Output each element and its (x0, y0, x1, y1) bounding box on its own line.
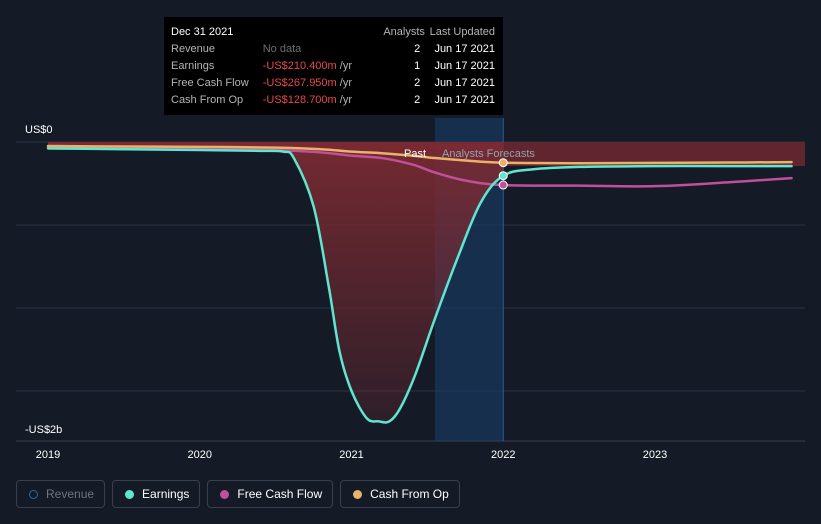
chart-legend: Revenue Earnings Free Cash Flow Cash Fro… (16, 480, 460, 508)
x-tick-label: 2019 (36, 449, 60, 461)
series-line-earnings (46, 147, 793, 424)
marker-earnings (498, 171, 508, 181)
marker-free-cash-flow (498, 180, 508, 190)
tooltip-panel: Dec 31 2021 Analysts Last Updated Revenu… (164, 17, 503, 115)
tooltip-row-label: Earnings (171, 59, 215, 72)
y-label-top: US$0 (25, 124, 53, 136)
legend-label: Revenue (46, 487, 95, 501)
axis-labels: US$0 -US$2b Past Analysts Forecasts (25, 124, 535, 436)
x-tick-label: 2020 (188, 449, 212, 461)
tooltip-header: Dec 31 2021 Analysts Last Updated (171, 23, 495, 40)
tooltip-row-analysts: 1 (414, 59, 421, 72)
tooltip-row-updated: Jun 17 2021 (434, 59, 495, 72)
tooltip-row-updated: Jun 17 2021 (434, 42, 495, 55)
legend-item-revenue[interactable]: Revenue (16, 480, 106, 508)
series-line-free-cash-flow (46, 145, 793, 188)
x-tick-label: 2022 (491, 449, 515, 461)
tooltip-row-unit: /yr (336, 93, 352, 106)
past-label: Past (404, 148, 426, 160)
x-axis-ticks: 2019 2020 2021 2022 2023 (36, 449, 667, 461)
tooltip-date: Dec 31 2021 (171, 25, 234, 38)
x-tick-label: 2021 (339, 449, 363, 461)
tooltip-row-analysts: 2 (414, 42, 421, 55)
tooltip-row-value: No data (262, 42, 302, 55)
series-lines (46, 144, 793, 424)
tooltip-row-revenue: Revenue No data 2 Jun 17 2021 (171, 40, 495, 57)
legend-dot-icon (125, 489, 135, 499)
marker-cash-from-op (498, 158, 508, 168)
x-tick-label: 2023 (643, 449, 667, 461)
tooltip-row-label: Free Cash Flow (171, 76, 249, 89)
tooltip-row-label: Cash From Op (171, 93, 244, 106)
tooltip-row-unit: /yr (336, 76, 352, 89)
zero-band (48, 142, 504, 150)
tooltip-row-fcf: Free Cash Flow -US$267.950m /yr 2 Jun 17… (171, 74, 495, 91)
tooltip-row-label: Revenue (171, 42, 216, 55)
tooltip-row-cfo: Cash From Op -US$128.700m /yr 2 Jun 17 2… (171, 91, 495, 108)
series-line-cash-from-op (46, 144, 793, 165)
legend-dot-icon (220, 489, 230, 499)
legend-dot-icon (29, 489, 38, 499)
tooltip-row-value: -US$128.700m (262, 93, 337, 106)
tooltip-row-updated: Jun 17 2021 (434, 93, 495, 106)
legend-label: Cash From Op (370, 487, 449, 501)
forecast-label: Analysts Forecasts (442, 148, 535, 160)
tooltip-row-earnings: Earnings -US$210.400m /yr 1 Jun 17 2021 (171, 57, 495, 74)
legend-item-earnings[interactable]: Earnings (112, 480, 201, 508)
y-label-bottom: -US$2b (25, 424, 62, 436)
series-markers (498, 158, 508, 190)
tooltip-row-updated: Jun 17 2021 (434, 76, 495, 89)
tooltip-row-value: -US$267.950m (262, 76, 337, 89)
legend-item-free-cash-flow[interactable]: Free Cash Flow (207, 480, 334, 508)
past-area-fill (48, 142, 504, 423)
tooltip-row-analysts: 2 (414, 76, 421, 89)
legend-label: Earnings (142, 487, 190, 501)
tooltip-row-value: -US$210.400m (262, 59, 337, 72)
tooltip-col-analysts: Analysts (383, 25, 425, 38)
legend-item-cash-from-op[interactable]: Cash From Op (340, 480, 460, 508)
legend-label: Free Cash Flow (237, 487, 323, 501)
tooltip-col-updated: Last Updated (429, 25, 496, 38)
tooltip-row-unit: /yr (336, 59, 352, 72)
tooltip-row-analysts: 2 (414, 93, 421, 106)
legend-dot-icon (353, 489, 363, 499)
